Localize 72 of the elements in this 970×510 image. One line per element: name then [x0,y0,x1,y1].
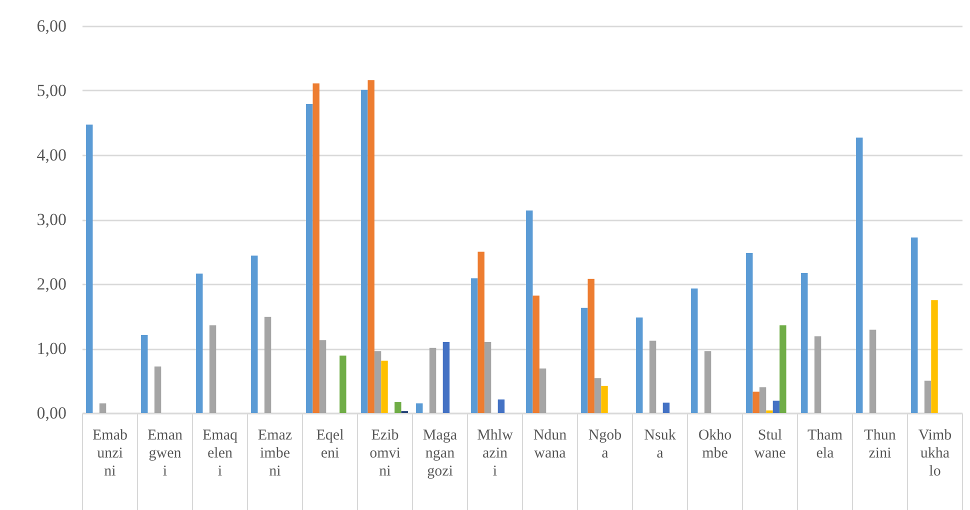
bar [251,256,258,413]
bar [752,392,760,413]
bar [649,340,656,413]
bar [814,336,822,413]
x-tick-label: Nsuka [644,428,676,462]
x-tick-label: Eqeleni [316,428,344,462]
bar [209,325,216,413]
bar [394,402,402,413]
bar [141,334,148,413]
bar [539,368,546,413]
bar [780,325,786,413]
bar [856,138,863,413]
bar [429,348,436,413]
x-tick-label: Emabunzini [92,428,128,480]
bar [319,340,326,413]
bar [691,288,698,413]
y-tick-label: 5,00 [36,81,66,100]
bar [361,90,368,413]
bar [442,342,450,413]
x-tick-label: Mhlwazini [477,428,514,480]
y-tick-label: 1,00 [36,339,66,358]
x-tick-label: Ndunwana [533,428,568,462]
bar [636,318,643,413]
bar [759,387,766,413]
bar [86,124,93,413]
bar [99,403,106,413]
x-tick-label: Emazimbeni [258,428,292,480]
bar [911,238,918,413]
bar [526,210,533,413]
bar [471,278,478,413]
x-tick-label: Magangangozi [422,428,458,480]
bar [498,399,505,413]
y-tick-label: 2,00 [36,274,66,294]
bar [869,330,876,413]
x-tick-label: Thunzini [864,428,896,462]
bar [924,380,932,413]
bar [368,80,374,413]
bar [340,356,346,413]
x-tick-label: Stulwane [754,428,786,462]
bar [601,386,608,413]
y-tick-label: 4,00 [36,146,66,164]
bar [416,403,423,413]
bar [766,410,773,413]
bar [772,400,780,413]
x-tick-label: Vimbukhalo [918,428,952,480]
bar [594,378,602,413]
bar [381,360,388,413]
bar [374,351,382,413]
bar [154,366,162,413]
x-tick-label: Ngoba [588,428,622,462]
bar [801,273,808,413]
x-tick-label: Thamela [808,428,843,462]
bar [931,300,938,413]
bar [264,316,272,413]
bar [581,308,588,413]
bar [196,274,203,413]
y-tick-label: 0,00 [36,404,66,422]
y-tick-label: 6,00 [36,16,66,36]
x-tick-label: Emangweni [148,428,183,480]
bar [312,83,320,413]
y-tick-label: 3,00 [36,210,66,229]
x-tick-label: Emaqeleni [202,428,238,480]
bar [662,402,670,413]
bar [478,252,484,413]
x-tick-label: Okhombe [698,428,732,462]
bar [704,351,712,413]
x-tick-label: Ezibomvini [370,428,400,480]
bar [588,278,594,413]
bar [306,104,313,413]
bar [484,342,492,413]
bar [532,296,540,413]
bar [746,253,753,413]
